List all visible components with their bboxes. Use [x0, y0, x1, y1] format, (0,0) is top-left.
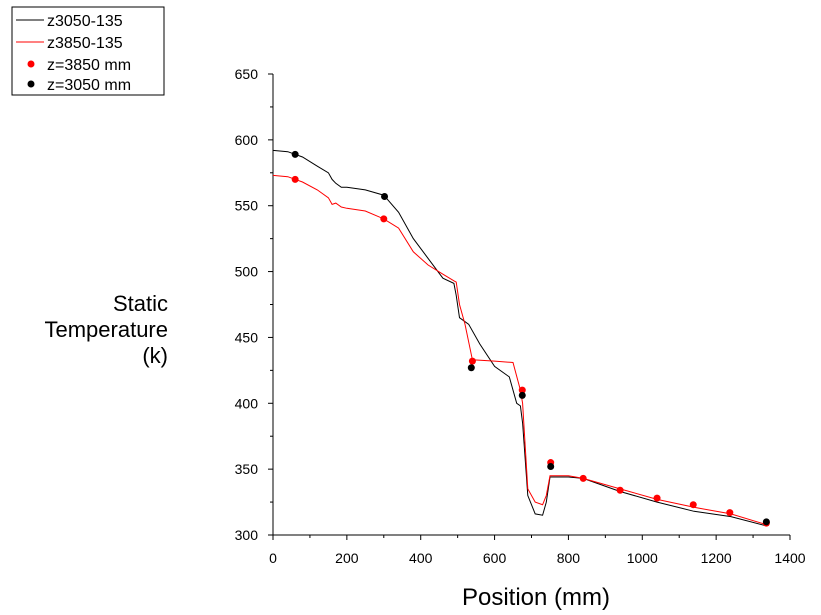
data-point-z-3050-mm [381, 192, 389, 200]
y-tick-label: 600 [235, 132, 259, 148]
legend-label-z3850: z=3850 mm [47, 57, 131, 74]
x-tick-label: 1400 [774, 550, 805, 566]
series-line-z3850-135 [272, 174, 767, 525]
legend-label-z3050-135: z3050-135 [47, 13, 123, 30]
y-tick-label: 400 [235, 395, 259, 411]
data-point-z-3050-mm [762, 518, 770, 526]
x-tick-label: 200 [335, 550, 359, 566]
legend: z3050-135 z3850-135 z=3850 mm z=3050 mm [11, 6, 165, 96]
data-point-z-3050-mm [467, 364, 475, 372]
y-axis-title-line-1: Static [113, 291, 168, 316]
data-point-z-3850-mm [616, 486, 624, 494]
data-point-z-3850-mm [380, 215, 388, 223]
legend-box [11, 6, 165, 96]
y-tick-label: 550 [235, 198, 259, 214]
x-tick-label: 800 [557, 550, 581, 566]
y-axis-title-line-2: Temperature [44, 317, 168, 342]
x-tick-label: 400 [409, 550, 433, 566]
legend-label-z3050: z=3050 mm [47, 77, 131, 94]
data-point-z-3850-mm [291, 175, 299, 183]
data-point-z-3850-mm [518, 386, 526, 394]
series-layer [272, 149, 770, 527]
axis-ticks: 0 200 400 600 800 1000 1200 1400 300 350 400 450 500… [235, 66, 806, 566]
series-line-z3050-135 [272, 149, 767, 527]
data-point-z-3850-mm [468, 357, 476, 365]
data-point-z-3050-mm [291, 150, 299, 158]
legend-label-z3850-135: z3850-135 [47, 35, 123, 52]
y-tick-label: 300 [235, 527, 259, 543]
x-tick-label: 0 [269, 550, 277, 566]
data-point-z-3050-mm [518, 391, 526, 399]
data-point-z-3850-mm [689, 501, 697, 509]
y-axis-title-line-3: (k) [142, 343, 168, 368]
data-point-z-3050-mm [547, 463, 555, 471]
y-tick-label: 650 [235, 66, 259, 82]
x-tick-label: 600 [483, 550, 507, 566]
data-point-z-3850-mm [726, 509, 734, 517]
legend-marker-z3850 [27, 60, 35, 68]
y-tick-label: 500 [235, 264, 259, 280]
y-tick-label: 450 [235, 329, 259, 345]
data-point-z-3850-mm [653, 494, 661, 502]
y-tick-label: 350 [235, 461, 259, 477]
x-axis-title: Position (mm) [462, 584, 610, 611]
legend-marker-z3050 [27, 80, 35, 88]
x-tick-label: 1000 [627, 550, 658, 566]
data-point-z-3850-mm [579, 474, 587, 482]
x-tick-label: 1200 [701, 550, 732, 566]
